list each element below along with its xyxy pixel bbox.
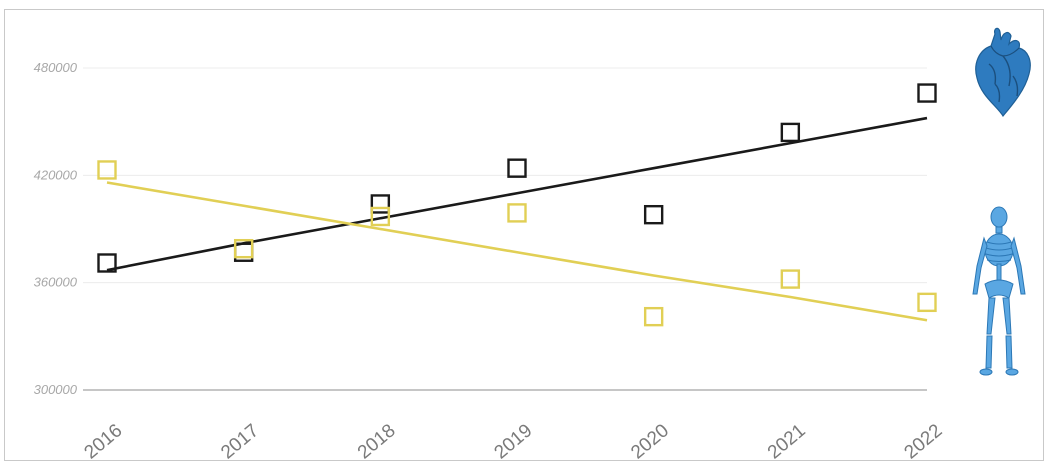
data-point-series-1 [370, 194, 391, 214]
trendlines [106, 116, 928, 322]
trendline-series-1 [106, 116, 928, 272]
data-point-series-1 [917, 83, 937, 103]
y-tick-label: 480000 [34, 60, 78, 75]
x-tick-label: 2016 [81, 420, 127, 462]
x-tick-label: 2017 [217, 420, 263, 462]
x-tick-label: 2019 [491, 420, 537, 462]
y-tick-label: 420000 [34, 167, 78, 182]
data-point-series-2 [233, 238, 254, 259]
x-tick-label: 2018 [354, 420, 400, 462]
x-tick-labels: 2016 2017 2018 2019 2020 2021 2022 [81, 420, 947, 462]
data-point-series-1 [507, 158, 527, 178]
data-point-series-2 [917, 292, 937, 313]
data-point-series-2 [507, 203, 527, 223]
data-point-series-2 [97, 160, 117, 180]
data-point-series-1 [780, 122, 801, 143]
x-tick-label: 2022 [901, 420, 947, 462]
skeleton-icon [971, 206, 1027, 378]
gridlines [83, 67, 927, 284]
y-tick-label: 300000 [34, 382, 78, 397]
data-point-series-2 [643, 306, 664, 327]
heart-icon [973, 26, 1035, 118]
trendline-series-2 [106, 181, 928, 322]
data-points [97, 83, 937, 327]
y-tick-labels: 300000 360000 420000 480000 [34, 60, 78, 397]
x-tick-label: 2021 [764, 420, 810, 462]
x-tick-label: 2020 [627, 420, 673, 462]
chart-frame: 300000 360000 420000 480000 2016 2017 2018 201… [4, 9, 1044, 462]
data-point-series-2 [370, 206, 391, 227]
data-point-series-1 [643, 204, 664, 225]
data-point-series-2 [780, 269, 801, 289]
data-point-series-1 [97, 253, 117, 273]
y-tick-label: 360000 [34, 275, 78, 290]
